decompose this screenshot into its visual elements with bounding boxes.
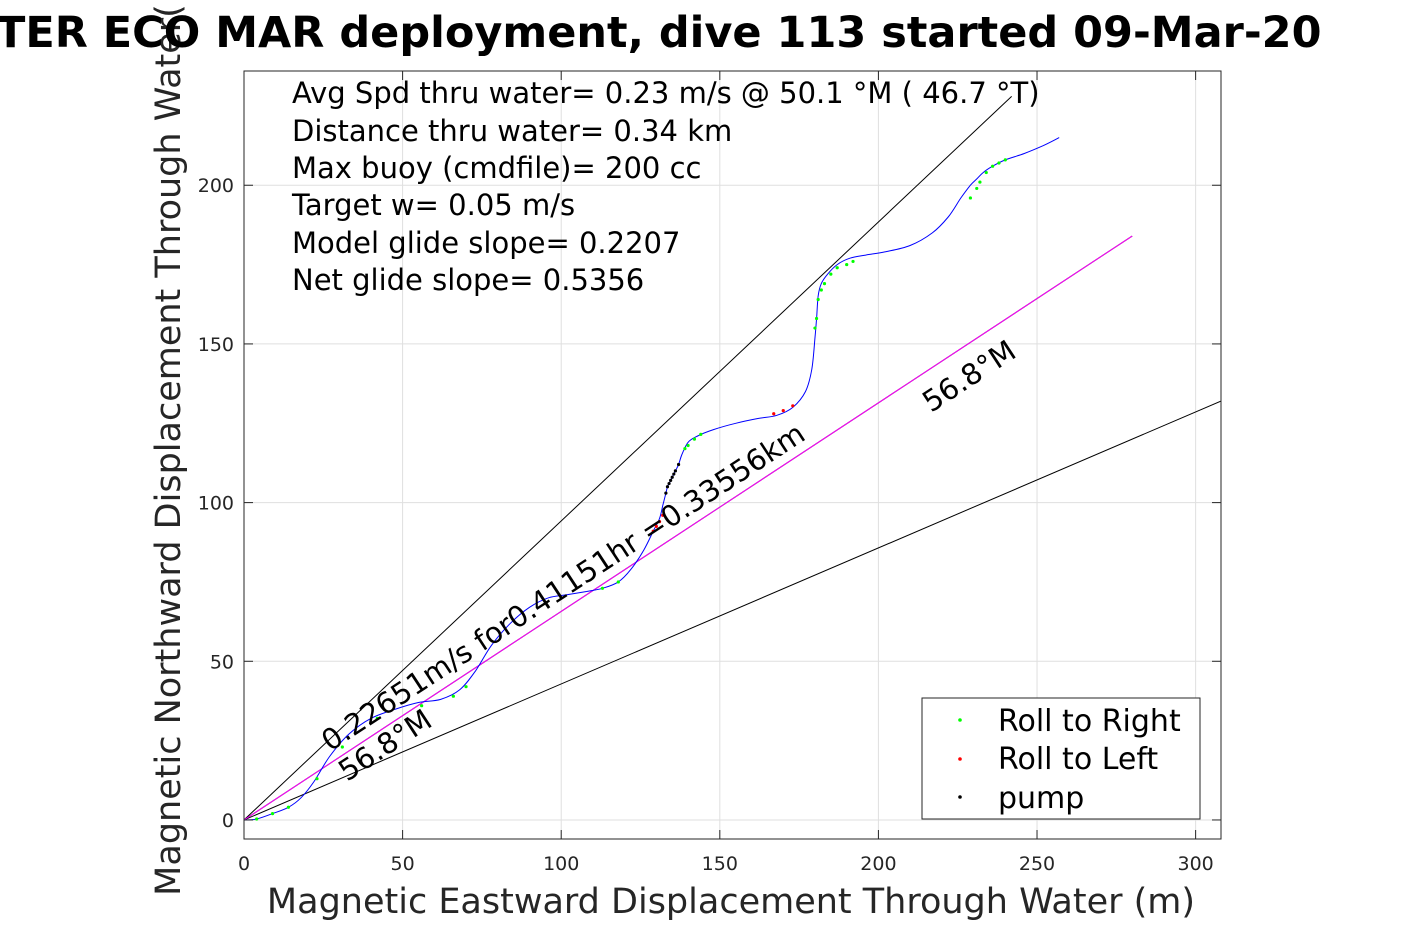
axes-frame [243,70,1222,840]
y-tick-label: 150 [198,334,234,356]
x-tick-label: 200 [860,853,896,875]
roll-to-right-point [845,262,849,267]
roll-to-right-point [851,259,855,264]
roll-to-right-point [375,716,379,721]
markers [255,158,1007,821]
roll-to-right-point [286,805,291,809]
roll-to-right-point [991,164,995,168]
roll-to-right-point [813,326,817,330]
pump-point [665,485,670,489]
roll-to-right-point [451,694,455,698]
chart-title: TER ECO MAR deployment, dive 113 started… [0,8,1322,58]
x-tick-label: 250 [1019,853,1055,875]
roll-to-left-point [651,529,655,533]
mean-track-overlay [244,235,1133,821]
roll-to-left-point [654,524,658,529]
ticks: 0 50 100 150 200 250 300 0 50 100 150 200 [198,71,1221,875]
stats-text-block: Avg Spd thru water= 0.23 m/s @ 50.1 °M (… [291,76,1040,297]
roll-to-right-point [814,316,819,321]
roll-to-right-point [978,180,982,184]
reference-lines [244,96,1221,821]
roll-to-right-point [420,704,424,708]
x-tick-label: 50 [391,853,415,875]
legend-label-roll-left: Roll to Left [998,742,1158,777]
legend-label-roll-right: Roll to Right [998,704,1181,739]
pump-point [670,475,674,479]
legend-marker-pump [958,795,962,799]
y-tick-label: 0 [222,810,234,832]
legend-box [921,697,1201,820]
lower-heading-line [244,400,1221,821]
roll-to-right-point [699,432,703,436]
roll-to-right-point [255,817,259,821]
stat-line-avg-speed: Avg Spd thru water= 0.23 m/s @ 50.1 °M (… [292,76,1040,110]
stat-line-net-glide: Net glide slope= 0.5356 [292,263,644,297]
y-tick-label: 50 [210,651,234,673]
roll-to-left-point [781,408,785,413]
x-axis-label: Magnetic Eastward Displacement Through W… [267,882,1195,922]
roll-to-right-point [340,745,344,749]
y-tick-label: 100 [198,493,234,515]
pump-point [669,478,673,482]
pump-point [664,491,668,495]
roll-to-right-point [315,777,319,781]
legend: Roll to Right Roll to Left pump [921,697,1201,820]
roll-to-right-point [968,196,973,200]
upper-heading-line [244,96,1012,821]
roll-to-right-point [835,266,839,270]
roll-to-right-point [600,586,605,590]
stat-line-max-buoy: Max buoy (cmdfile)= 200 cc [292,151,701,185]
roll-to-right-point [829,272,833,276]
roll-to-left-point [791,404,795,408]
roll-to-right-point [1003,158,1007,162]
x-tick-label: 100 [543,853,579,875]
stat-line-target-w: Target w= 0.05 m/s [291,188,575,222]
legend-label-pump: pump [998,781,1084,816]
roll-to-right-point [997,161,1001,165]
x-tick-label: 150 [702,853,738,875]
roll-to-right-point [819,288,823,292]
roll-to-right-point [683,447,687,451]
pump-point [667,481,671,486]
roll-to-right-point [692,437,697,441]
roll-to-right-point [616,580,620,584]
roll-to-right-point [975,186,979,191]
stat-line-model-glide: Model glide slope= 0.2207 [292,226,680,260]
roll-to-right-point [686,443,690,448]
roll-to-left-point [657,520,662,524]
roll-to-right-point [984,170,988,175]
stat-line-distance: Distance thru water= 0.34 km [292,114,732,148]
y-axis-label: Magnetic Northward Displacement Through … [149,4,189,896]
roll-to-left-point [661,513,665,517]
pump-point [672,472,676,476]
x-tick-label: 0 [238,853,250,875]
roll-to-right-point [270,812,275,816]
pump-point [676,462,681,467]
x-tick-label: 300 [1177,853,1213,875]
legend-marker-roll-left [958,757,962,761]
roll-to-right-point [816,297,820,302]
pump-point [673,469,678,473]
y-tick-label: 200 [198,175,234,197]
roll-to-left-point [772,412,776,416]
roll-to-right-point [464,685,468,689]
legend-marker-roll-right [958,718,962,722]
roll-to-right-point [822,282,827,286]
